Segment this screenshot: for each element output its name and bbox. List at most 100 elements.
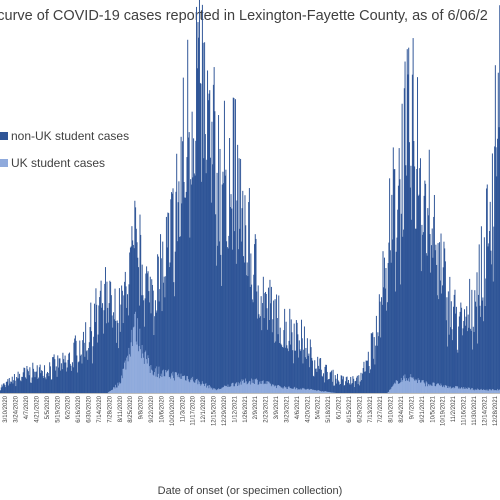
bar-uk	[464, 387, 466, 393]
x-tick-label: 7/28/2020	[107, 395, 113, 422]
bar-non-uk	[291, 332, 293, 389]
x-tick-label: 9/21/2021	[420, 395, 426, 422]
bar-non-uk	[124, 271, 126, 361]
legend-item-uk: UK student cases	[0, 156, 105, 170]
bar-non-uk	[421, 224, 423, 381]
bar-uk	[496, 390, 498, 393]
bar-non-uk	[458, 316, 460, 388]
bar-non-uk	[4, 385, 6, 393]
bar-non-uk	[14, 380, 16, 393]
bar-non-uk	[35, 371, 37, 393]
bar-uk	[425, 381, 427, 393]
bar-uk	[179, 378, 181, 393]
bar-uk	[317, 390, 319, 393]
bar-non-uk	[39, 364, 41, 393]
bar-non-uk	[323, 382, 325, 392]
bar-non-uk	[164, 297, 166, 377]
bar-non-uk	[417, 196, 419, 379]
bar-non-uk	[192, 177, 194, 377]
bar-non-uk	[112, 327, 114, 390]
bar-uk	[264, 383, 266, 393]
bar-non-uk	[173, 282, 175, 379]
bar-uk	[435, 386, 437, 393]
bar-uk	[243, 383, 245, 393]
bar-uk	[397, 383, 399, 393]
bar-uk	[420, 382, 422, 393]
bar-non-uk	[363, 361, 365, 393]
x-tick-label: 2/9/2021	[253, 395, 259, 419]
bar-non-uk	[89, 327, 91, 393]
bar-uk	[279, 385, 280, 393]
bar-non-uk	[498, 127, 500, 390]
bar-uk	[483, 390, 485, 393]
bar-uk	[316, 391, 318, 393]
bar-uk	[410, 374, 412, 393]
bar-non-uk	[140, 295, 142, 359]
bar-uk	[433, 382, 435, 393]
x-tick-label: 3/24/2020	[14, 395, 20, 422]
bar-non-uk	[62, 352, 64, 393]
bar-non-uk	[131, 226, 133, 330]
bar-non-uk	[433, 194, 435, 383]
bar-uk	[259, 383, 261, 393]
bar-non-uk	[419, 158, 421, 383]
bar-non-uk	[41, 371, 43, 393]
bar-uk	[255, 379, 257, 393]
bar-non-uk	[50, 379, 52, 393]
bar-non-uk	[209, 90, 211, 386]
bar-uk	[151, 369, 153, 393]
bar-non-uk	[215, 265, 217, 391]
bar-uk	[462, 389, 464, 393]
bar-non-uk	[279, 342, 280, 386]
bar-uk	[461, 387, 463, 393]
bar-non-uk	[104, 267, 106, 393]
bar-non-uk	[174, 251, 176, 373]
bar-uk	[457, 386, 459, 393]
bar-non-uk	[79, 340, 81, 393]
bar-uk	[204, 386, 206, 393]
bar-uk	[453, 387, 454, 393]
bar-uk	[282, 388, 284, 393]
bar-non-uk	[308, 353, 310, 390]
bar-non-uk	[69, 352, 70, 393]
bar-non-uk	[372, 358, 374, 393]
bar-uk	[284, 386, 286, 393]
bar-uk	[466, 389, 468, 393]
bar-uk	[258, 384, 260, 393]
bar-non-uk	[340, 375, 342, 393]
bar-non-uk	[226, 247, 228, 388]
bar-uk	[488, 390, 490, 393]
bar-non-uk	[435, 244, 437, 387]
bar-non-uk	[341, 375, 343, 393]
bar-non-uk	[486, 188, 488, 390]
bar-non-uk	[278, 295, 280, 386]
bar-non-uk	[94, 322, 96, 393]
x-tick-label: 6/15/2021	[347, 395, 353, 422]
bar-uk	[285, 386, 287, 393]
bar-non-uk	[381, 304, 383, 393]
bar-non-uk	[262, 303, 264, 381]
bar-uk	[232, 382, 233, 393]
bar-non-uk	[102, 333, 104, 393]
bar-non-uk	[370, 333, 372, 393]
bar-uk	[156, 366, 158, 393]
bar-non-uk	[263, 318, 265, 385]
x-tick-label: 6/16/2020	[76, 395, 82, 422]
bar-uk	[311, 389, 313, 393]
bar-non-uk	[213, 67, 215, 390]
bar-non-uk	[215, 214, 217, 390]
bar-non-uk	[352, 376, 354, 393]
bar-non-uk	[254, 234, 256, 379]
bar-non-uk	[16, 378, 18, 393]
bar-non-uk	[244, 195, 246, 383]
bar-uk	[237, 382, 239, 393]
bar-non-uk	[360, 372, 362, 393]
bar-non-uk	[495, 147, 497, 391]
x-tick-label: 4/7/2020	[24, 395, 30, 419]
bar-uk	[204, 383, 206, 393]
bar-non-uk	[99, 290, 101, 393]
bar-uk	[190, 377, 192, 393]
bar-non-uk	[84, 356, 86, 393]
bar-non-uk	[74, 338, 76, 393]
bar-non-uk	[175, 191, 177, 373]
